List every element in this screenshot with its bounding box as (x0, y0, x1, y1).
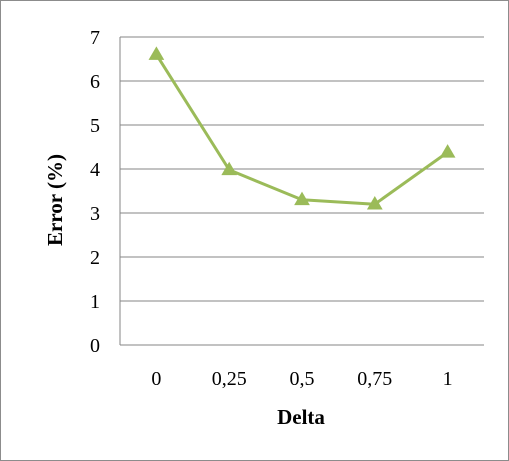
y-tick-label: 2 (90, 247, 100, 269)
series (148, 46, 456, 210)
x-tick-label: 0,5 (290, 368, 315, 390)
x-tick-labels: 0 0,25 0,5 0,75 1 (151, 368, 452, 390)
x-tick-label: 1 (443, 368, 453, 390)
series-line (154, 53, 450, 206)
data-point-marker (439, 144, 456, 158)
data-point-marker (148, 46, 165, 60)
y-tick-label: 0 (90, 335, 100, 357)
y-tick-label: 5 (90, 115, 100, 137)
gridlines (120, 36, 484, 302)
y-axis-title: Error (%) (43, 154, 67, 246)
data-point-marker (366, 196, 383, 210)
y-tick-label: 6 (90, 71, 100, 93)
data-point-marker (294, 191, 310, 206)
y-tick-labels: 0 1 2 3 4 5 6 7 (90, 27, 100, 357)
y-tick-label: 3 (90, 203, 100, 225)
x-tick-label: 0 (151, 368, 161, 390)
axes (119, 37, 484, 346)
data-point-marker (221, 161, 238, 176)
x-tick-label: 0,25 (212, 368, 247, 390)
y-tick-label: 1 (90, 291, 100, 313)
x-axis-title: Delta (277, 405, 325, 429)
y-tick-label: 4 (90, 159, 100, 181)
x-tick-label: 0,75 (357, 368, 392, 390)
y-tick-label: 7 (90, 27, 100, 49)
